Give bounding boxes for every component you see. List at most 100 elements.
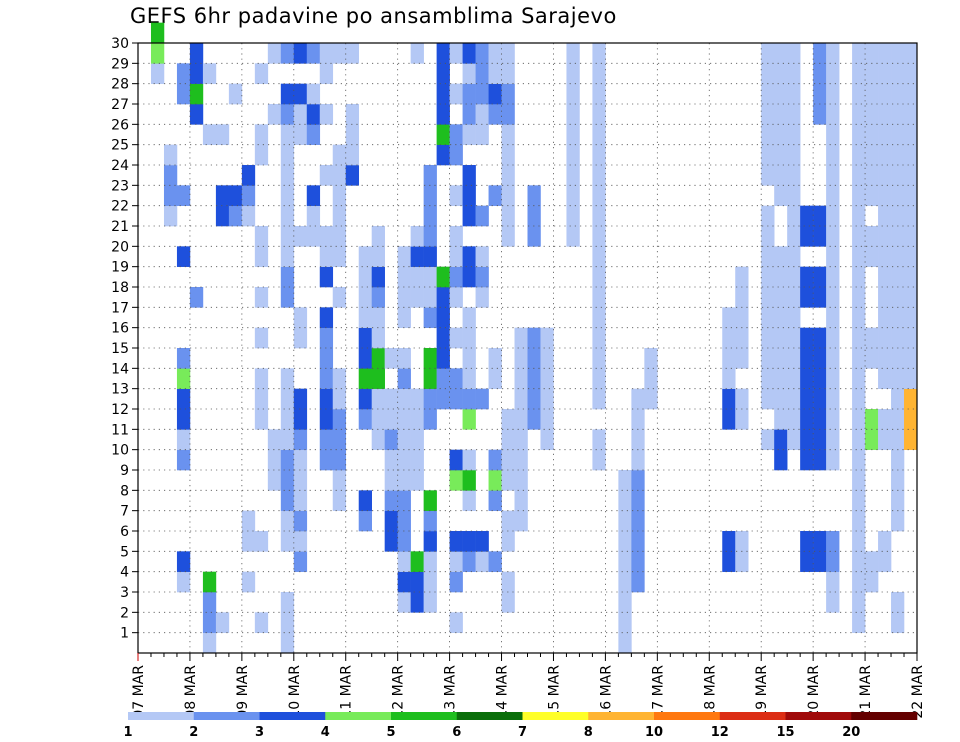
heatmap-cell	[202, 571, 217, 593]
heatmap-cell	[488, 551, 502, 572]
heatmap-cell	[280, 490, 295, 511]
heatmap-cell	[878, 246, 892, 267]
heatmap-cell	[293, 124, 308, 145]
heatmap-cell	[332, 409, 347, 430]
y-tick-label: 28	[111, 77, 129, 93]
heatmap-cell	[592, 246, 606, 267]
heatmap-cell	[280, 531, 295, 552]
heatmap-cell	[176, 571, 191, 593]
heatmap-cell	[527, 226, 541, 247]
heatmap-cell	[878, 63, 892, 84]
x-tick-label: 17 MAR	[650, 665, 666, 719]
legend-label: 1	[123, 725, 132, 740]
heatmap-cell	[826, 348, 840, 369]
heatmap-cell	[436, 388, 450, 410]
heatmap-cell	[852, 226, 866, 247]
heatmap-cell	[826, 307, 840, 328]
heatmap-cell	[358, 327, 372, 349]
heatmap-cell	[410, 429, 424, 450]
heatmap-cell	[800, 388, 814, 410]
heatmap-cell	[462, 307, 476, 328]
heatmap-cell	[358, 266, 372, 288]
heatmap-cell	[761, 165, 775, 186]
heatmap-cell	[865, 165, 879, 186]
heatmap-cell	[254, 368, 269, 389]
heatmap-cell	[501, 165, 515, 186]
heatmap-cell	[852, 571, 866, 593]
heatmap-cell	[826, 124, 840, 145]
heatmap-cell	[904, 327, 918, 349]
heatmap-cell	[904, 226, 918, 247]
heatmap-cell	[280, 368, 295, 389]
chart-title: GEFS 6hr padavine po ansamblima Sarajevo	[130, 4, 617, 28]
heatmap-cell	[384, 388, 398, 410]
heatmap-cell	[358, 510, 372, 532]
heatmap-cell	[852, 531, 866, 552]
heatmap-cell	[826, 144, 840, 166]
heatmap-cell	[774, 43, 788, 64]
heatmap-cell	[332, 185, 347, 206]
heatmap-cell	[540, 327, 554, 349]
heatmap-cell	[813, 205, 827, 227]
heatmap-cell	[618, 632, 632, 654]
heatmap-cell	[215, 124, 230, 145]
heatmap-cell	[774, 63, 788, 84]
heatmap-cell	[891, 124, 905, 145]
heatmap-cell	[774, 104, 788, 125]
heatmap-cell	[475, 63, 489, 84]
heatmap-cell	[878, 409, 892, 430]
heatmap-cell	[371, 246, 385, 267]
heatmap-cell	[787, 266, 801, 288]
heatmap-cell	[618, 510, 632, 532]
heatmap-cell	[852, 124, 866, 145]
heatmap-cell	[592, 266, 606, 288]
heatmap-cell	[774, 409, 788, 430]
heatmap-cell	[189, 287, 204, 308]
heatmap-cell	[462, 43, 476, 64]
heatmap-cell	[384, 429, 398, 450]
heatmap-cell	[475, 246, 489, 267]
x-tick-label: 22 MAR	[910, 665, 926, 719]
legend-swatch	[719, 712, 786, 720]
legend-label: 10	[645, 725, 663, 740]
heatmap-cell	[852, 368, 866, 389]
heatmap-cell	[514, 510, 528, 532]
heatmap-cell	[150, 43, 165, 64]
heatmap-cell	[384, 531, 398, 552]
heatmap-cell	[865, 144, 879, 166]
heatmap-cell	[306, 226, 321, 247]
heatmap-cell	[436, 144, 450, 166]
heatmap-cell	[501, 470, 515, 491]
heatmap-cell	[280, 287, 295, 308]
legend-label: 8	[584, 725, 593, 740]
heatmap-cell	[436, 63, 450, 84]
heatmap-cell	[280, 449, 295, 471]
heatmap-cell	[371, 307, 385, 328]
heatmap-cell	[800, 205, 814, 227]
heatmap-cell	[761, 388, 775, 410]
legend-layer: 1 2 3 4 5 6 7 8 10 12 15 20	[123, 712, 918, 740]
heatmap-cell	[592, 327, 606, 349]
heatmap-cell	[527, 185, 541, 206]
heatmap-cell	[436, 104, 450, 125]
heatmap-cell	[397, 409, 411, 430]
heatmap-cell	[774, 144, 788, 166]
legend-label: 3	[255, 725, 264, 740]
heatmap-cell	[787, 307, 801, 328]
heatmap-cell	[371, 327, 385, 349]
heatmap-cell	[501, 43, 515, 64]
heatmap-cell	[332, 165, 347, 186]
heatmap-cell	[462, 368, 476, 389]
heatmap-cell	[462, 83, 476, 105]
heatmap-cell	[163, 144, 178, 166]
heatmap-cell	[358, 368, 372, 389]
heatmap-cell	[293, 510, 308, 532]
heatmap-cell	[332, 287, 347, 308]
heatmap-cell	[787, 226, 801, 247]
heatmap-cell	[449, 531, 463, 552]
heatmap-cell	[501, 510, 515, 532]
heatmap-cell	[280, 409, 295, 430]
heatmap-cell	[826, 165, 840, 186]
heatmap-cell	[371, 409, 385, 430]
heatmap-cell	[891, 43, 905, 64]
